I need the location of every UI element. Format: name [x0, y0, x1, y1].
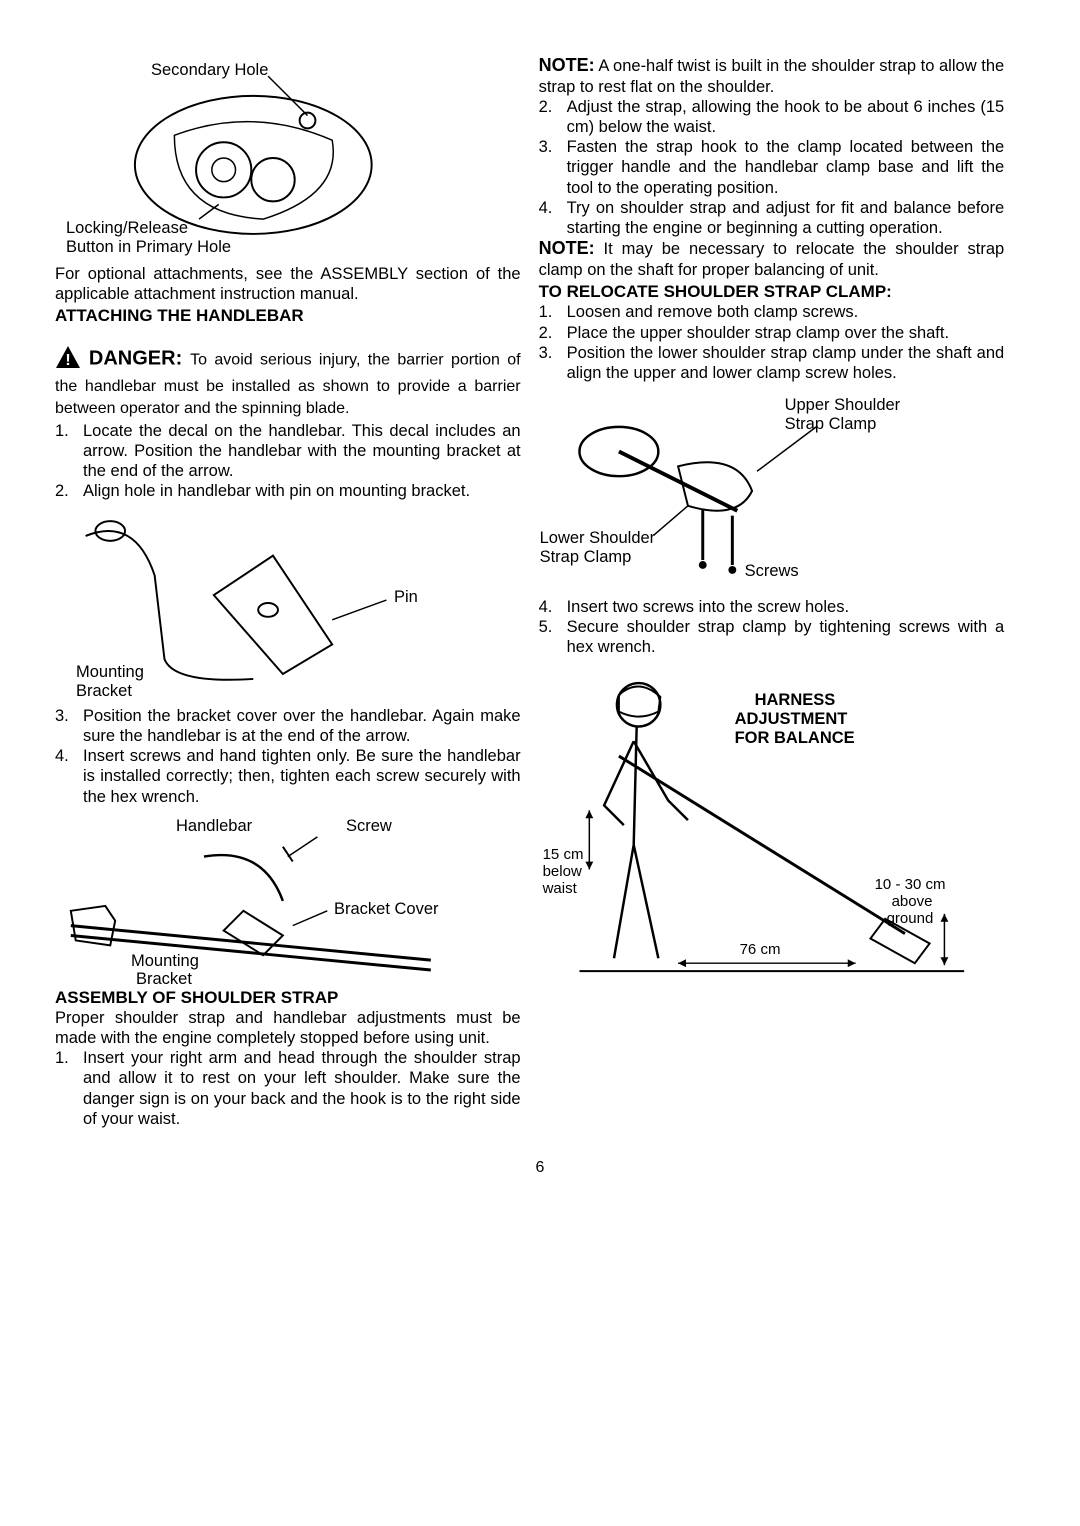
list-item: 1.Loosen and remove both clamp screws.	[539, 302, 1005, 322]
list-item: 1.Insert your right arm and head through…	[55, 1048, 521, 1129]
page-number: 6	[0, 1159, 1080, 1177]
label-76cm: 76 cm	[740, 941, 781, 958]
list-item: 4.Try on shoulder strap and adjust for f…	[539, 198, 1005, 238]
label-15cm-b: below	[543, 863, 582, 880]
label-harness2: ADJUSTMENT	[735, 710, 848, 729]
attaching-handlebar-heading: ATTACHING THE HANDLEBAR	[55, 306, 521, 326]
list-item: 4.Insert two screws into the screw holes…	[539, 597, 1005, 617]
figure-mounting-bracket: Pin Mounting Bracket	[55, 505, 521, 700]
assembly-shoulder-strap-heading: ASSEMBLY OF SHOULDER STRAP	[55, 988, 521, 1008]
label-screws: Screws	[745, 562, 799, 581]
danger-label: DANGER:	[89, 347, 182, 369]
label-harness1: HARNESS	[755, 691, 836, 710]
list-item: 3.Fasten the strap hook to the clamp loc…	[539, 137, 1005, 197]
note2-paragraph: NOTE: It may be necessary to relocate th…	[539, 238, 1005, 280]
label-15cm-c: waist	[543, 880, 577, 897]
label-bracket-cover: Bracket Cover	[334, 900, 439, 919]
label-locking-release: Locking/Release	[66, 219, 188, 238]
label-bracket: Bracket	[76, 682, 132, 701]
list-item: 2.Place the upper shoulder strap clamp o…	[539, 323, 1005, 343]
figure-clamp: Upper Shoulder Strap Clamp Lower Shoulde…	[539, 391, 1005, 591]
label-10cm-a: 10 - 30 cm	[875, 876, 946, 893]
warning-icon: !	[55, 345, 81, 375]
list-item: 2.Align hole in handlebar with pin on mo…	[55, 481, 521, 501]
label-pin: Pin	[394, 588, 418, 607]
label-harness3: FOR BALANCE	[735, 729, 855, 748]
label-strap-clamp1: Strap Clamp	[785, 415, 877, 434]
label-handlebar: Handlebar	[176, 817, 252, 836]
note1-paragraph: NOTE: A one-half twist is built in the s…	[539, 55, 1005, 97]
steps-list-1: 1.Locate the decal on the handlebar. Thi…	[55, 421, 521, 502]
list-item: 3.Position the bracket cover over the ha…	[55, 706, 521, 746]
strap-step-1-list: 1.Insert your right arm and head through…	[55, 1048, 521, 1129]
svg-text:!: !	[65, 352, 70, 369]
label-15cm-a: 15 cm	[543, 846, 584, 863]
label-screw: Screw	[346, 817, 392, 836]
right-column: NOTE: A one-half twist is built in the s…	[539, 55, 1005, 1129]
optional-attachments-text: For optional attachments, see the AS­SEM…	[55, 264, 521, 304]
danger-paragraph: ! DANGER: To avoid serious injury, the b…	[55, 345, 521, 419]
steps-list-a: 2.Adjust the strap, allowing the hook to…	[539, 97, 1005, 238]
steps-list-b: 1.Loosen and remove both clamp screws. 2…	[539, 302, 1005, 383]
list-item: 2.Adjust the strap, allowing the hook to…	[539, 97, 1005, 137]
relocate-clamp-heading: TO RELOCATE SHOULDER STRAP CLAMP:	[539, 282, 1005, 302]
label-lower-shoulder: Lower Shoulder	[540, 529, 656, 548]
label-mounting: Mounting	[76, 663, 144, 682]
label-mounting2: Mounting	[131, 952, 199, 971]
figure-engine: Secondary Hole Locking/Release Button in…	[55, 55, 521, 260]
steps-list-c: 4.Insert two screws into the screw holes…	[539, 597, 1005, 657]
page-content: Secondary Hole Locking/Release Button in…	[0, 0, 1080, 1149]
strap-intro-text: Proper shoulder strap and handlebar adju…	[55, 1008, 521, 1048]
list-item: 4.Insert screws and hand tighten only. B…	[55, 746, 521, 806]
steps-list-2: 3.Position the bracket cover over the ha…	[55, 706, 521, 807]
label-secondary-hole: Secondary Hole	[151, 61, 268, 80]
label-10cm-b: above	[892, 893, 933, 910]
list-item: 5.Secure shoulder strap clamp by tighten…	[539, 617, 1005, 657]
list-item: 3.Position the lower shoulder strap clam…	[539, 343, 1005, 383]
list-item: 1.Locate the decal on the handlebar. Thi…	[55, 421, 521, 481]
label-10cm-c: ground	[887, 910, 934, 927]
label-strap-clamp2: Strap Clamp	[540, 548, 632, 567]
label-upper-shoulder: Upper Shoulder	[785, 396, 901, 415]
figure-handlebar-assembly: Handlebar Screw Bracket Cover Mounting B…	[55, 811, 521, 986]
left-column: Secondary Hole Locking/Release Button in…	[55, 55, 521, 1129]
figure-harness-balance: HARNESS ADJUSTMENT FOR BALANCE 15 cm bel…	[539, 665, 1005, 1000]
label-button-primary: Button in Primary Hole	[66, 238, 231, 257]
label-bracket2: Bracket	[136, 970, 192, 989]
